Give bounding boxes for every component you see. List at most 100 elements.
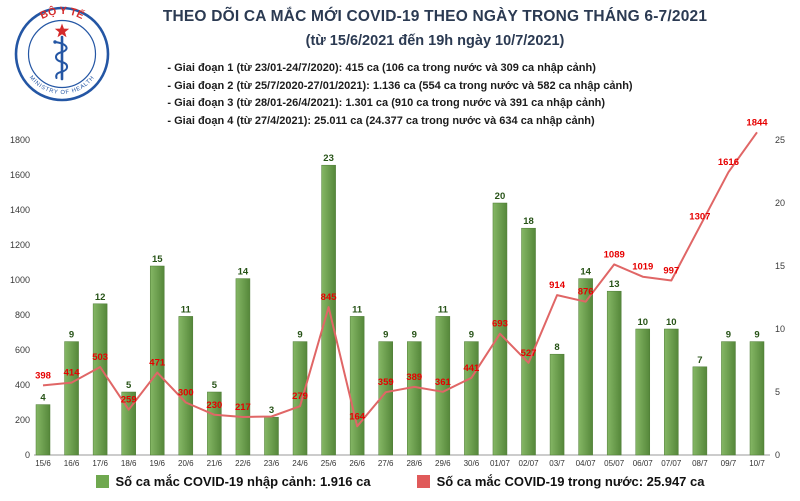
svg-text:11: 11 <box>438 304 449 315</box>
svg-text:1800: 1800 <box>10 135 30 145</box>
svg-text:26/6: 26/6 <box>349 459 365 468</box>
svg-text:02/07: 02/07 <box>519 459 540 468</box>
bar <box>606 290 622 456</box>
bar <box>435 316 451 456</box>
svg-text:259: 259 <box>121 395 137 406</box>
svg-text:18: 18 <box>523 216 534 227</box>
svg-text:8: 8 <box>554 342 559 353</box>
svg-text:11: 11 <box>181 304 192 315</box>
bar <box>578 278 593 456</box>
phase-3-line: - Giai đoạn 3 (từ 28/01-26/4/2021): 1.30… <box>167 97 606 109</box>
svg-text:01/07: 01/07 <box>490 459 511 468</box>
bar <box>92 303 108 456</box>
svg-text:0: 0 <box>25 450 30 460</box>
bar <box>64 341 79 456</box>
bar <box>721 341 736 456</box>
svg-text:693: 693 <box>492 319 508 330</box>
staff-snake-icon <box>53 35 69 81</box>
svg-text:20: 20 <box>495 191 506 202</box>
svg-text:10: 10 <box>666 317 677 328</box>
svg-text:1844: 1844 <box>746 117 768 128</box>
bar-value-labels: 4 9 12 5 15 11 5 14 3 9 23 11 9 9 11 9 20 18 8 14 13 10 10 7 9 9 <box>40 153 759 416</box>
phase-2-line: - Giai đoạn 2 (từ 25/7/2020-27/01/2021):… <box>167 79 633 92</box>
bar <box>749 341 765 456</box>
left-axis-labels: 0 200 400 600 800 1000 1200 1400 1600 1800 <box>10 135 30 460</box>
svg-text:16/6: 16/6 <box>64 459 80 468</box>
bar <box>664 328 679 456</box>
svg-text:7: 7 <box>697 355 702 366</box>
svg-text:23: 23 <box>323 153 334 164</box>
svg-text:14: 14 <box>580 267 591 278</box>
svg-text:3: 3 <box>269 405 274 416</box>
bar <box>692 366 708 456</box>
svg-text:10: 10 <box>637 317 648 328</box>
legend-swatch-imported <box>95 475 109 488</box>
svg-text:25: 25 <box>775 135 785 145</box>
svg-text:25/6: 25/6 <box>321 459 337 468</box>
svg-text:07/07: 07/07 <box>661 459 682 468</box>
line-domestic-cases <box>42 131 758 428</box>
svg-text:12: 12 <box>95 292 106 303</box>
svg-text:361: 361 <box>435 377 452 388</box>
svg-text:400: 400 <box>15 380 30 390</box>
svg-text:15/6: 15/6 <box>35 459 51 468</box>
svg-text:1089: 1089 <box>604 249 625 260</box>
svg-text:9: 9 <box>754 330 759 341</box>
svg-text:600: 600 <box>15 345 30 355</box>
svg-text:1616: 1616 <box>718 157 739 168</box>
bar <box>235 278 251 456</box>
svg-text:14: 14 <box>238 267 249 278</box>
bar <box>264 416 279 456</box>
bar <box>292 341 308 456</box>
svg-text:1307: 1307 <box>689 211 710 222</box>
svg-text:279: 279 <box>292 391 308 402</box>
legend-label-imported: Số ca mắc COVID-19 nhập cảnh: 1.916 ca <box>115 474 371 489</box>
page-subtitle: (từ 15/6/2021 đến 19h ngày 10/7/2021) <box>305 33 565 49</box>
svg-text:4: 4 <box>40 393 46 404</box>
bar <box>549 353 565 456</box>
svg-text:06/07: 06/07 <box>633 459 654 468</box>
svg-text:13: 13 <box>609 279 620 290</box>
svg-text:1200: 1200 <box>10 240 30 250</box>
moh-logo: BỘ Y TẾ MINISTRY OF HEALTH <box>12 4 112 104</box>
moh-logo-svg: BỘ Y TẾ MINISTRY OF HEALTH <box>14 4 110 102</box>
svg-text:9: 9 <box>469 330 474 341</box>
svg-text:876: 876 <box>578 287 594 298</box>
svg-text:10/7: 10/7 <box>749 459 765 468</box>
svg-text:08/7: 08/7 <box>692 459 708 468</box>
svg-text:23/6: 23/6 <box>264 459 280 468</box>
svg-text:9: 9 <box>412 330 417 341</box>
phase-summary-block: - Giai đoạn 1 (từ 23/01-24/7/2020): 415 … <box>167 60 632 130</box>
bars-imported-cases <box>35 164 765 456</box>
svg-text:997: 997 <box>663 266 679 277</box>
svg-text:389: 389 <box>406 372 422 383</box>
svg-text:15: 15 <box>152 254 163 265</box>
bar <box>349 316 365 456</box>
right-axis-labels: 0 5 10 15 20 25 <box>775 135 785 460</box>
logo-top-arc-text: BỘ Y TẾ <box>38 4 86 22</box>
svg-text:30/6: 30/6 <box>464 459 480 468</box>
svg-text:20: 20 <box>775 198 785 208</box>
svg-text:20/6: 20/6 <box>178 459 194 468</box>
svg-text:05/07: 05/07 <box>604 459 625 468</box>
svg-text:5: 5 <box>212 380 218 391</box>
bar <box>492 202 508 456</box>
bar <box>378 341 393 456</box>
legend-item-imported: Số ca mắc COVID-19 nhập cảnh: 1.916 ca <box>95 474 371 489</box>
svg-text:503: 503 <box>92 352 108 363</box>
bar <box>178 316 194 456</box>
svg-text:1600: 1600 <box>10 170 30 180</box>
svg-text:914: 914 <box>549 280 566 291</box>
chart-legend: Số ca mắc COVID-19 nhập cảnh: 1.916 ca S… <box>0 474 800 489</box>
svg-text:9: 9 <box>69 330 74 341</box>
svg-text:9: 9 <box>297 330 302 341</box>
bar <box>635 328 651 456</box>
svg-text:22/6: 22/6 <box>235 459 251 468</box>
svg-text:0: 0 <box>775 450 780 460</box>
svg-text:398: 398 <box>35 370 51 381</box>
bar <box>207 391 222 456</box>
svg-text:230: 230 <box>206 400 222 411</box>
bar <box>464 341 479 456</box>
svg-text:217: 217 <box>235 402 251 413</box>
svg-text:5: 5 <box>775 387 780 397</box>
